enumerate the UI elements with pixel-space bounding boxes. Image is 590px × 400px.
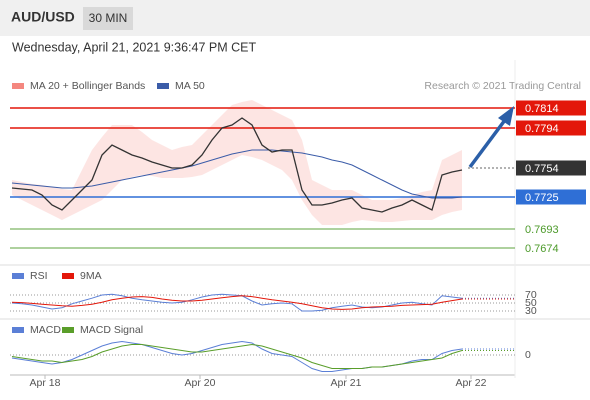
y-tick-label: 0 [525,349,531,361]
bollinger-band [12,100,462,225]
x-tick-label: Apr 21 [331,377,362,389]
y-tick-label: 30 [525,305,537,317]
level-label: 0.7794 [525,123,559,135]
x-tick-label: Apr 18 [30,377,61,389]
interval-box [83,7,133,30]
timestamp: Wednesday, April 21, 2021 9:36:47 PM CET [12,40,256,54]
legend-swatch [157,83,169,89]
level-label-box [516,189,586,205]
level-label: 0.7725 [525,192,559,204]
legend-swatch [62,273,74,279]
level-label-box [516,100,586,116]
indicator-line [11,295,463,310]
y-tick-label: 70 [525,289,537,301]
legend-label: MA 50 [175,80,205,92]
level-label: 0.7674 [525,243,559,255]
legend-label: MACD [30,324,61,336]
legend-label: 9MA [80,270,102,282]
legend-swatch [12,273,24,279]
level-label-box [516,160,586,176]
legend-label: MA 20 + Bollinger Bands [30,80,145,92]
interval: 30 MIN [89,11,128,25]
price-line [11,117,463,213]
legend-label: RSI [30,270,48,282]
x-tick-label: Apr 20 [185,377,216,389]
forecast-arrowhead [498,106,514,126]
level-label-box [516,120,586,136]
forecast-arrow [468,118,507,169]
level-label: 0.7814 [525,103,559,115]
x-tick-label: Apr 22 [456,377,487,389]
legend-swatch [62,327,74,333]
ma50-line [11,149,463,199]
y-tick-label: 50 [525,297,537,309]
level-label: 0.7754 [525,163,559,175]
credit: Research © 2021 Trading Central [424,80,581,92]
indicator-line [11,340,463,372]
legend-label: MACD Signal [80,324,143,336]
legend-swatch [12,83,24,89]
level-label: 0.7693 [525,224,559,236]
indicator-line [11,343,463,369]
symbol: AUD/USD [11,9,75,25]
legend-swatch [12,327,24,333]
